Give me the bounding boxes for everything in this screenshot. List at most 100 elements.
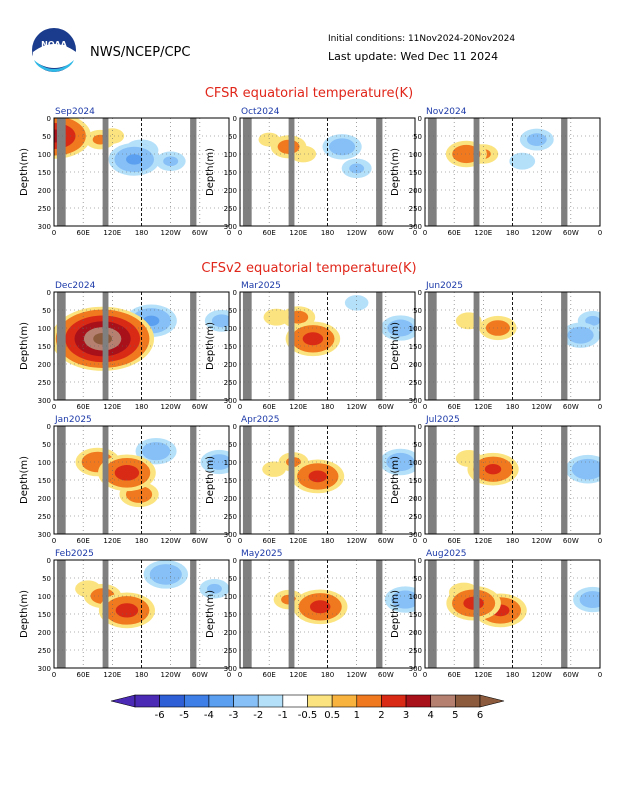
y-axis-label: Depth(m) [19,590,30,638]
land-mask [376,292,383,400]
anomaly-contour [509,152,536,170]
y-axis-label: Depth(m) [390,148,401,196]
y-tick-label: 150 [409,477,422,485]
x-tick-label: 180 [506,403,519,411]
x-tick-label: 120W [532,403,552,411]
colorbar-swatch [183,694,210,708]
anomaly-contour [149,564,182,585]
colorbar-label: -5 [179,710,189,721]
panel-title: Dec2024 [55,281,96,291]
y-axis-label: Depth(m) [390,590,401,638]
x-tick-label: 0 [413,671,417,679]
y-tick-label: 150 [409,169,422,177]
y-tick-label: 0 [418,289,422,297]
x-tick-label: 120E [474,537,492,545]
y-axis-label: Depth(m) [19,322,30,370]
plot-frame [424,559,601,669]
panel-title: Nov2024 [426,107,467,117]
anomaly-contour [114,465,140,481]
y-tick-label: 150 [38,343,51,351]
x-tick-label: 120W [161,403,181,411]
land-mask [242,118,252,226]
y-tick-label: 200 [409,361,422,369]
x-tick-label: 0 [238,403,242,411]
y-tick-label: 250 [38,379,51,387]
y-tick-label: 250 [224,379,237,387]
x-tick-label: 180 [321,229,334,237]
colorbar-label: 4 [428,710,434,721]
y-tick-label: 100 [409,459,422,467]
x-tick-label: 60W [563,671,579,679]
y-tick-label: 250 [38,205,51,213]
x-tick-label: 0 [423,537,427,545]
y-tick-label: 150 [409,343,422,351]
x-tick-label: 180 [506,537,519,545]
land-mask [288,426,295,534]
y-axis-label: Depth(m) [205,148,216,196]
x-tick-label: 0 [227,229,231,237]
y-tick-label: 50 [413,133,422,141]
anomaly-contour [484,463,502,475]
panel-title: Oct2024 [241,107,280,117]
plot-frame [424,425,601,535]
land-mask [288,118,295,226]
x-tick-label: 120E [103,671,121,679]
y-tick-label: 0 [47,289,51,297]
colorbar-swatch [331,694,358,708]
colorbar-label: 1 [354,710,360,721]
last-update: Last update: Wed Dec 11 2024 [328,50,498,63]
panel-title: Mar2025 [241,281,281,291]
x-tick-label: 120E [103,537,121,545]
y-tick-label: 50 [42,307,51,315]
y-axis-label: Depth(m) [205,456,216,504]
colorbar-label: -2 [253,710,263,721]
x-tick-label: 60E [262,537,275,545]
y-tick-label: 100 [224,151,237,159]
y-tick-label: 300 [38,397,51,405]
x-tick-label: 0 [227,403,231,411]
y-tick-label: 300 [224,665,237,673]
x-tick-label: 120W [347,403,367,411]
y-tick-label: 200 [38,361,51,369]
y-tick-label: 100 [409,593,422,601]
y-tick-label: 100 [38,459,51,467]
plot-frame [239,425,416,535]
x-tick-label: 120E [289,537,307,545]
y-tick-label: 300 [224,223,237,231]
x-tick-label: 0 [238,229,242,237]
y-tick-label: 0 [47,557,51,565]
land-mask [561,118,568,226]
x-tick-label: 60E [76,403,89,411]
x-tick-label: 120E [474,403,492,411]
colorbar-label: -3 [229,710,239,721]
y-tick-label: 100 [409,325,422,333]
y-tick-label: 200 [224,361,237,369]
anomaly-contour [141,442,171,461]
y-tick-label: 100 [224,325,237,333]
x-tick-label: 120E [103,229,121,237]
x-tick-label: 0 [238,671,242,679]
x-tick-label: 120W [532,671,552,679]
anomaly-contour [452,144,481,164]
land-mask [242,426,252,534]
anomaly-contour [163,156,179,167]
y-tick-label: 250 [409,205,422,213]
colorbar-swatch [455,694,481,708]
y-tick-label: 300 [224,531,237,539]
x-tick-label: 0 [598,403,602,411]
x-tick-label: 60W [192,229,208,237]
x-tick-label: 60W [563,229,579,237]
y-tick-label: 50 [413,307,422,315]
init-conditions: Initial conditions: 11Nov2024-20Nov2024 [328,34,515,44]
colorbar-swatch [307,694,333,708]
x-tick-label: 120W [161,229,181,237]
y-tick-label: 50 [228,133,237,141]
y-tick-label: 0 [418,557,422,565]
x-tick-label: 120W [347,229,367,237]
